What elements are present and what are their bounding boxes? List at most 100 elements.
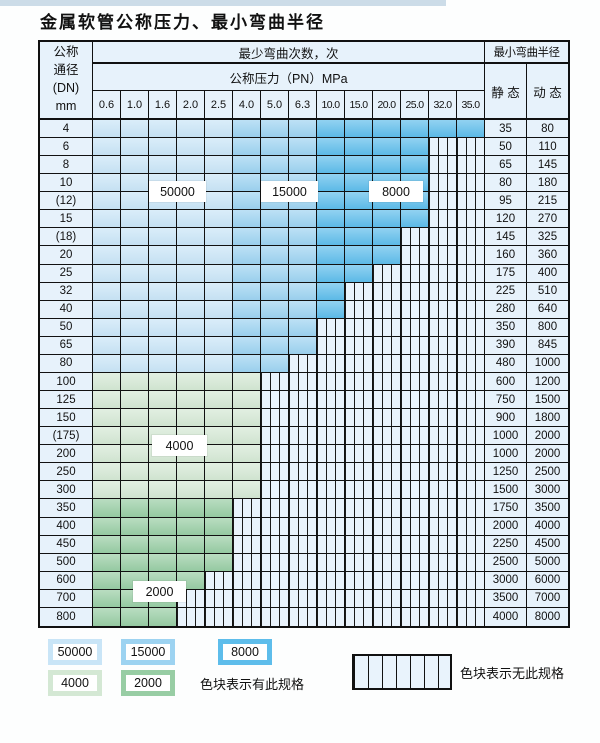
dynamic-radius-cell: 1500: [527, 391, 568, 410]
no-spec-cell: [457, 571, 485, 590]
dynamic-radius-cell: 7000: [527, 589, 568, 608]
spec-cell: [205, 120, 233, 139]
no-spec-cell: [401, 607, 429, 626]
no-spec-cell: [345, 445, 373, 464]
pressure-col-header: 2.5: [205, 91, 233, 120]
spec-cell: [149, 607, 177, 626]
no-spec-cell: [317, 607, 345, 626]
dn-cell: 6: [40, 138, 93, 157]
static-radius-cell: 3000: [485, 571, 527, 590]
dynamic-radius-cell: 8000: [527, 607, 568, 626]
legend-no-spec-swatch: [352, 654, 452, 690]
dn-cell: 800: [40, 607, 93, 626]
spec-cell: [401, 120, 429, 139]
spec-cell: [149, 463, 177, 482]
spec-cell: [149, 499, 177, 518]
spec-cell: [345, 192, 373, 211]
spec-cell: [233, 246, 261, 265]
spec-cell: [205, 409, 233, 428]
no-spec-cell: [261, 499, 289, 518]
legend-swatch-label: 15000: [126, 644, 170, 660]
pressure-col-header: 20.0: [373, 91, 401, 120]
spec-cell: [121, 336, 149, 355]
no-spec-cell: [289, 535, 317, 554]
no-spec-cell: [317, 445, 345, 464]
no-spec-cell: [261, 481, 289, 500]
spec-cell: [317, 246, 345, 265]
no-spec-cell: [457, 228, 485, 247]
no-spec-cell: [261, 372, 289, 392]
spec-cell: [121, 318, 149, 337]
dn-cell: 450: [40, 535, 93, 554]
spec-cell: [149, 210, 177, 229]
dynamic-radius-cell: 800: [527, 318, 568, 337]
spec-cell: [93, 481, 121, 500]
spec-cell: [177, 138, 205, 157]
no-spec-cell: [261, 463, 289, 482]
no-spec-cell: [317, 553, 345, 572]
static-radius-cell: 2500: [485, 553, 527, 572]
spec-cell: [93, 553, 121, 572]
spec-cell: [289, 264, 317, 283]
no-spec-cell: [373, 264, 401, 283]
no-spec-cell: [345, 354, 373, 373]
spec-cell: [261, 282, 289, 301]
spec-cell: [233, 264, 261, 283]
no-spec-cell: [373, 427, 401, 446]
pressure-col-header: 6.3: [289, 91, 317, 120]
no-spec-cell: [345, 553, 373, 572]
spec-cell: [289, 210, 317, 229]
no-spec-cell: [429, 246, 457, 265]
dynamic-radius-cell: 1200: [527, 372, 568, 392]
no-spec-cell: [429, 174, 457, 193]
spec-cell: [177, 481, 205, 500]
no-spec-cell: [401, 481, 429, 500]
dynamic-radius-cell: 845: [527, 336, 568, 355]
spec-cell: [93, 571, 121, 590]
pressure-col-header: 4.0: [233, 91, 261, 120]
no-spec-cell: [261, 391, 289, 410]
static-radius-cell: 35: [485, 120, 527, 139]
spec-cell: [233, 156, 261, 175]
dn-cell: 500: [40, 553, 93, 572]
spec-cell: [93, 391, 121, 410]
no-spec-cell: [373, 336, 401, 355]
spec-cell: [317, 120, 345, 139]
spec-cell: [317, 156, 345, 175]
spec-cell: [401, 210, 429, 229]
spec-cell: [93, 282, 121, 301]
no-spec-cell: [457, 300, 485, 319]
spec-cell: [233, 391, 261, 410]
no-spec-cell: [261, 409, 289, 428]
no-spec-cell: [233, 553, 261, 572]
no-spec-cell: [457, 192, 485, 211]
no-spec-cell: [429, 391, 457, 410]
spec-cell: [205, 463, 233, 482]
spec-cell: [317, 228, 345, 247]
spec-cell: [149, 318, 177, 337]
spec-cell: [177, 318, 205, 337]
no-spec-cell: [457, 553, 485, 572]
no-spec-cell: [401, 391, 429, 410]
spec-cell: [205, 318, 233, 337]
dynamic-radius-cell: 80: [527, 120, 568, 139]
spec-cell: [93, 499, 121, 518]
spec-cell: [149, 300, 177, 319]
no-spec-cell: [401, 336, 429, 355]
no-spec-cell: [345, 336, 373, 355]
no-spec-cell: [373, 607, 401, 626]
spec-cell: [177, 354, 205, 373]
spec-cell: [149, 336, 177, 355]
no-spec-cell: [457, 589, 485, 608]
static-radius-cell: 600: [485, 372, 527, 392]
no-spec-cell: [345, 427, 373, 446]
dynamic-radius-cell: 325: [527, 228, 568, 247]
no-spec-cell: [429, 427, 457, 446]
no-spec-cell: [457, 535, 485, 554]
spec-cell: [149, 120, 177, 139]
no-spec-cell: [261, 589, 289, 608]
no-spec-cell: [429, 354, 457, 373]
spec-cell: [233, 409, 261, 428]
no-spec-cell: [345, 391, 373, 410]
dn-column-header: 公称 通径 (DN) mm: [40, 42, 93, 120]
